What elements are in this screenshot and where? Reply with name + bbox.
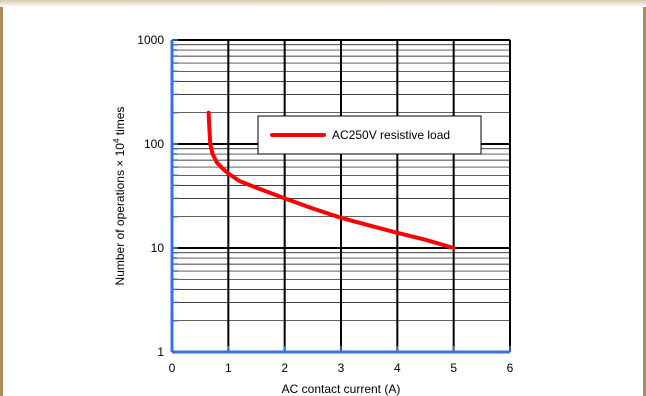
axes [170,39,511,354]
y-tick-label: 10 [151,241,165,255]
legend: AC250V resistive load [257,115,482,155]
y-tick-label: 100 [144,137,164,151]
top-strip [0,0,646,7]
series-line [206,110,456,250]
x-tick-label: 1 [225,361,232,375]
x-tick-label: 3 [338,361,345,375]
y-axis-label-superscript: 4 [112,138,121,143]
y-tick-label: 1000 [137,33,164,47]
x-tick-label: 4 [394,361,401,375]
x-tick-label: 2 [281,361,288,375]
series [206,110,456,250]
y-tick-label: 1 [157,345,164,359]
y-axis-label: Number of operations × 104 times [112,107,127,286]
x-tick-label: 6 [507,361,514,375]
y-axis-label-main: Number of operations × 10 [113,143,127,286]
x-tick-label: 5 [450,361,457,375]
x-axis-label: AC contact current (A) [282,382,401,396]
legend-label: AC250V resistive load [332,128,450,142]
x-tick-label: 0 [169,361,176,375]
y-axis-label-suffix: times [113,107,127,139]
grid [172,39,511,353]
